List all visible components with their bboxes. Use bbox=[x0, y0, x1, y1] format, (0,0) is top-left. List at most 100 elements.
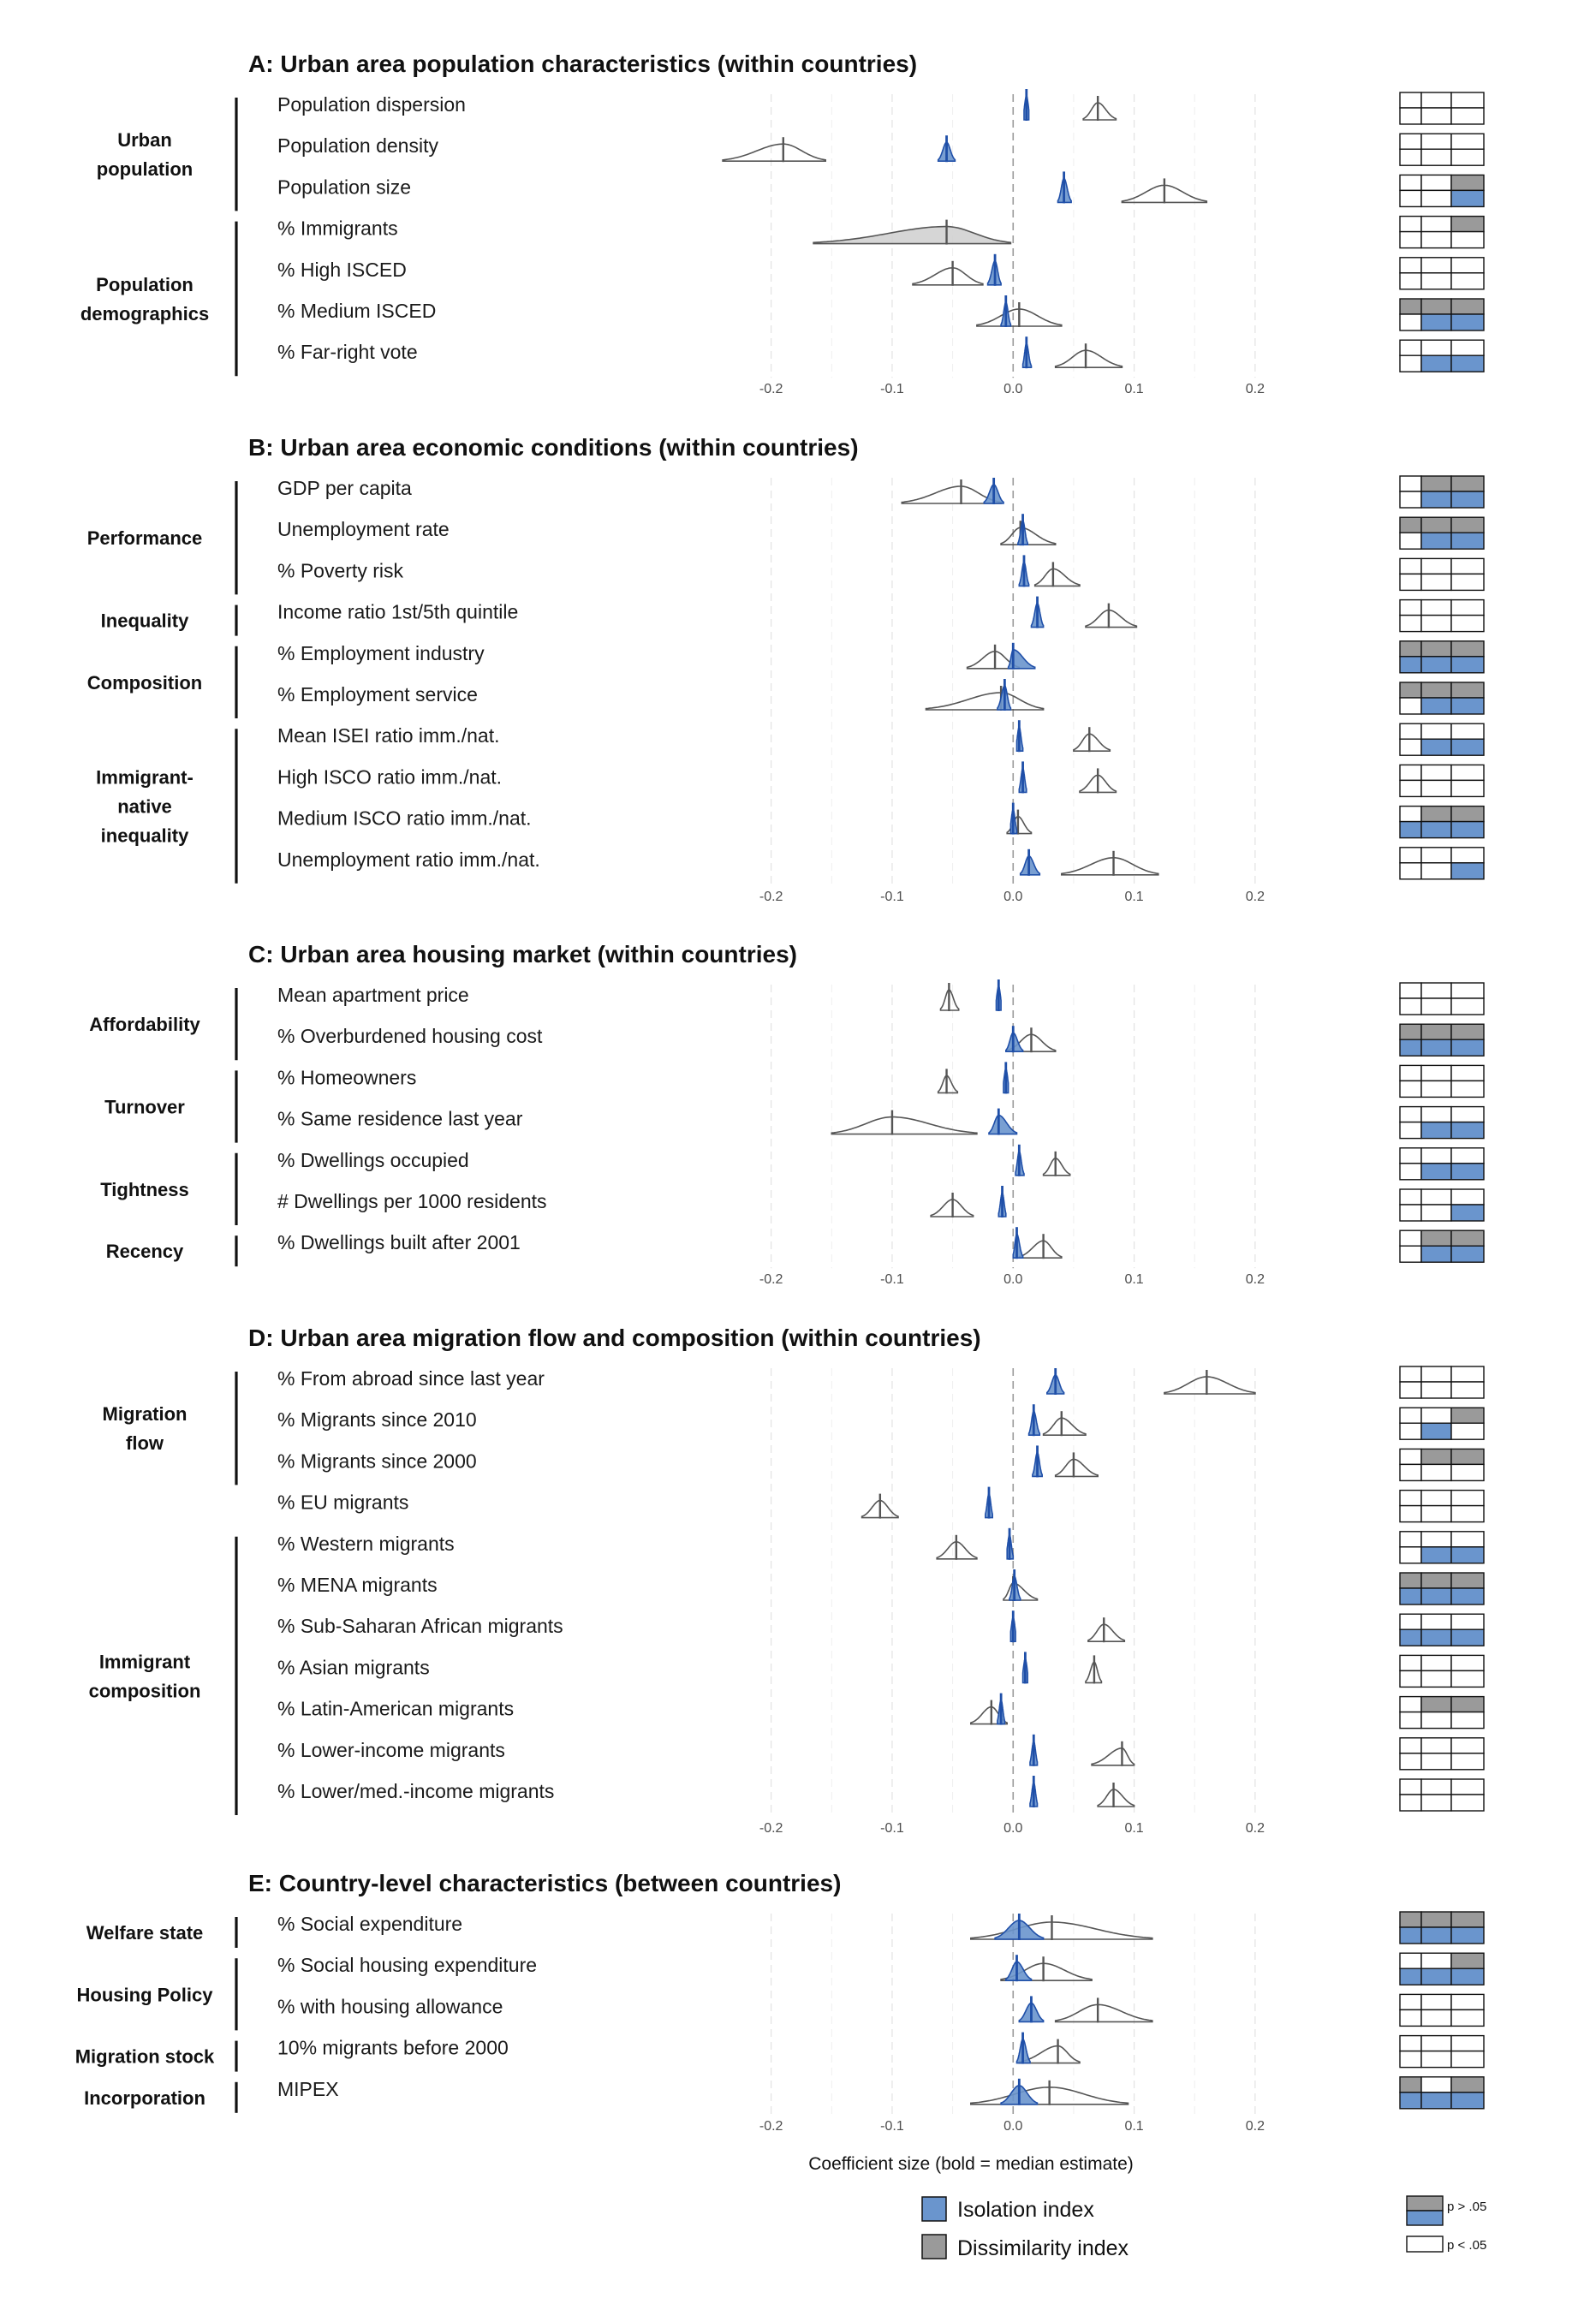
sig-cell-dissimilarity bbox=[1420, 2076, 1452, 2093]
sig-cell-dissimilarity bbox=[1420, 2034, 1452, 2052]
x-tick-label: -0.2 bbox=[759, 1821, 783, 1836]
sig-cell-isolation bbox=[1420, 738, 1452, 756]
sig-cell-isolation bbox=[1399, 1753, 1422, 1771]
row-label: % Lower-income migrants bbox=[277, 1739, 505, 1761]
legend-p-low-cell bbox=[1406, 2235, 1444, 2253]
sig-cell-dissimilarity bbox=[1399, 640, 1422, 658]
isolation-density-p2-r1 bbox=[1005, 1032, 1024, 1052]
sig-cell-isolation bbox=[1420, 862, 1452, 880]
x-tick-label: -0.1 bbox=[880, 890, 904, 904]
row-label: % Overburdened housing cost bbox=[277, 1025, 543, 1047]
sig-cell-dissimilarity bbox=[1399, 516, 1422, 533]
sig-cell-isolation bbox=[1399, 1463, 1422, 1482]
sig-cell-dissimilarity bbox=[1420, 1654, 1452, 1672]
sig-cell-isolation bbox=[1420, 1753, 1452, 1771]
sig-cell-isolation bbox=[1399, 862, 1422, 880]
sig-cell-isolation bbox=[1420, 1204, 1452, 1222]
row-label: MIPEX bbox=[277, 2078, 339, 2100]
sig-cell-dissimilarity bbox=[1420, 1448, 1452, 1466]
panel-A: A: Urban area population characteristics… bbox=[80, 51, 1485, 396]
sig-cell-isolation bbox=[1450, 2009, 1485, 2027]
sig-cell-isolation bbox=[1420, 1711, 1452, 1729]
sig-cell-dissimilarity bbox=[1399, 2076, 1422, 2093]
sig-cell-dissimilarity bbox=[1420, 682, 1452, 699]
sig-cell-isolation bbox=[1450, 1968, 1485, 1985]
sig-cell-isolation bbox=[1420, 697, 1452, 715]
row-label: High ISCO ratio imm./nat. bbox=[277, 765, 502, 788]
sig-cell-isolation bbox=[1420, 1587, 1452, 1605]
sig-cell-isolation bbox=[1420, 230, 1452, 249]
row-label: % From abroad since last year bbox=[277, 1367, 545, 1390]
sig-cell-dissimilarity bbox=[1420, 1407, 1452, 1424]
sig-cell-isolation bbox=[1450, 107, 1485, 125]
sig-cell-dissimilarity bbox=[1450, 174, 1485, 192]
sig-cell-dissimilarity bbox=[1420, 805, 1452, 823]
row-label: % Homeowners bbox=[277, 1066, 416, 1088]
x-axis-label: Coefficient size (bold = median estimate… bbox=[808, 2154, 1134, 2174]
sig-cell-isolation bbox=[1420, 614, 1452, 633]
sig-cell-dissimilarity bbox=[1450, 1952, 1485, 1969]
sig-cell-isolation bbox=[1450, 1245, 1485, 1263]
group-label: demographics bbox=[80, 303, 209, 324]
sig-cell-isolation bbox=[1450, 1121, 1485, 1140]
sig-cell-isolation bbox=[1399, 656, 1422, 674]
sig-cell-dissimilarity bbox=[1399, 682, 1422, 699]
row-label: % Social expenditure bbox=[277, 1913, 462, 1935]
group-label: Performance bbox=[87, 527, 203, 549]
sig-cell-dissimilarity bbox=[1420, 1188, 1452, 1206]
panel-title: D: Urban area migration flow and composi… bbox=[248, 1325, 981, 1351]
group-label: Incorporation bbox=[84, 2087, 205, 2109]
row-label: % EU migrants bbox=[277, 1491, 408, 1514]
dissimilarity-density-p2-r2 bbox=[937, 1075, 959, 1094]
sig-cell-isolation bbox=[1450, 656, 1485, 674]
x-tick-label: 0.1 bbox=[1124, 382, 1143, 396]
group-label: Immigrant- bbox=[96, 767, 194, 789]
sig-cell-isolation bbox=[1450, 820, 1485, 839]
sig-cell-dissimilarity bbox=[1399, 764, 1422, 782]
panels: A: Urban area population characteristics… bbox=[75, 51, 1485, 2134]
sig-cell-isolation bbox=[1399, 738, 1422, 756]
sig-cell-dissimilarity bbox=[1450, 805, 1485, 823]
sig-cell-isolation bbox=[1399, 491, 1422, 509]
sig-cell-isolation bbox=[1450, 1204, 1485, 1222]
group-label: Tightness bbox=[100, 1179, 189, 1200]
sig-cell-dissimilarity bbox=[1420, 1531, 1452, 1548]
sig-cell-isolation bbox=[1450, 1381, 1485, 1399]
dissimilarity-density-p3-r2 bbox=[1054, 1458, 1099, 1478]
sig-cell-dissimilarity bbox=[1450, 1911, 1485, 1928]
panel-title: E: Country-level characteristics (betwee… bbox=[248, 1870, 841, 1896]
sig-cell-dissimilarity bbox=[1399, 1366, 1422, 1383]
panel-title: A: Urban area population characteristics… bbox=[248, 51, 917, 77]
sig-cell-dissimilarity bbox=[1420, 1023, 1452, 1040]
row-label: % Lower/med.-income migrants bbox=[277, 1780, 554, 1802]
sig-cell-isolation bbox=[1399, 2050, 1422, 2069]
legend-p-low-label: p < .05 bbox=[1447, 2238, 1486, 2253]
group-label: population bbox=[97, 158, 193, 180]
group-label: composition bbox=[89, 1680, 201, 1701]
sig-cell-isolation bbox=[1450, 1794, 1485, 1812]
sig-cell-dissimilarity bbox=[1399, 557, 1422, 575]
sig-cell-dissimilarity bbox=[1420, 1778, 1452, 1795]
sig-cell-dissimilarity bbox=[1399, 1778, 1422, 1795]
dissimilarity-density-p2-r6 bbox=[1018, 1240, 1063, 1259]
sig-cell-dissimilarity bbox=[1450, 1613, 1485, 1630]
sig-cell-isolation bbox=[1420, 272, 1452, 290]
sig-cell-dissimilarity bbox=[1450, 682, 1485, 699]
x-tick-label: 0.0 bbox=[1003, 382, 1022, 396]
sig-cell-isolation bbox=[1450, 1039, 1485, 1057]
sig-cell-dissimilarity bbox=[1399, 1023, 1422, 1040]
sig-cell-dissimilarity bbox=[1450, 1448, 1485, 1466]
legend-dissimilarity-label: Dissimilarity index bbox=[957, 2236, 1129, 2260]
row-label: Population dispersion bbox=[277, 93, 466, 116]
sig-cell-isolation bbox=[1399, 1968, 1422, 1985]
sig-cell-isolation bbox=[1420, 1794, 1452, 1812]
row-label: % Immigrants bbox=[277, 217, 398, 240]
x-tick-label: 0.0 bbox=[1003, 2119, 1022, 2134]
sig-cell-isolation bbox=[1399, 1422, 1422, 1440]
sig-cell-isolation bbox=[1450, 230, 1485, 249]
row-label: % Far-right vote bbox=[277, 341, 418, 363]
sig-cell-dissimilarity bbox=[1420, 257, 1452, 274]
sig-cell-isolation bbox=[1420, 1463, 1452, 1482]
sig-cell-isolation bbox=[1450, 148, 1485, 166]
sig-cell-isolation bbox=[1420, 573, 1452, 592]
